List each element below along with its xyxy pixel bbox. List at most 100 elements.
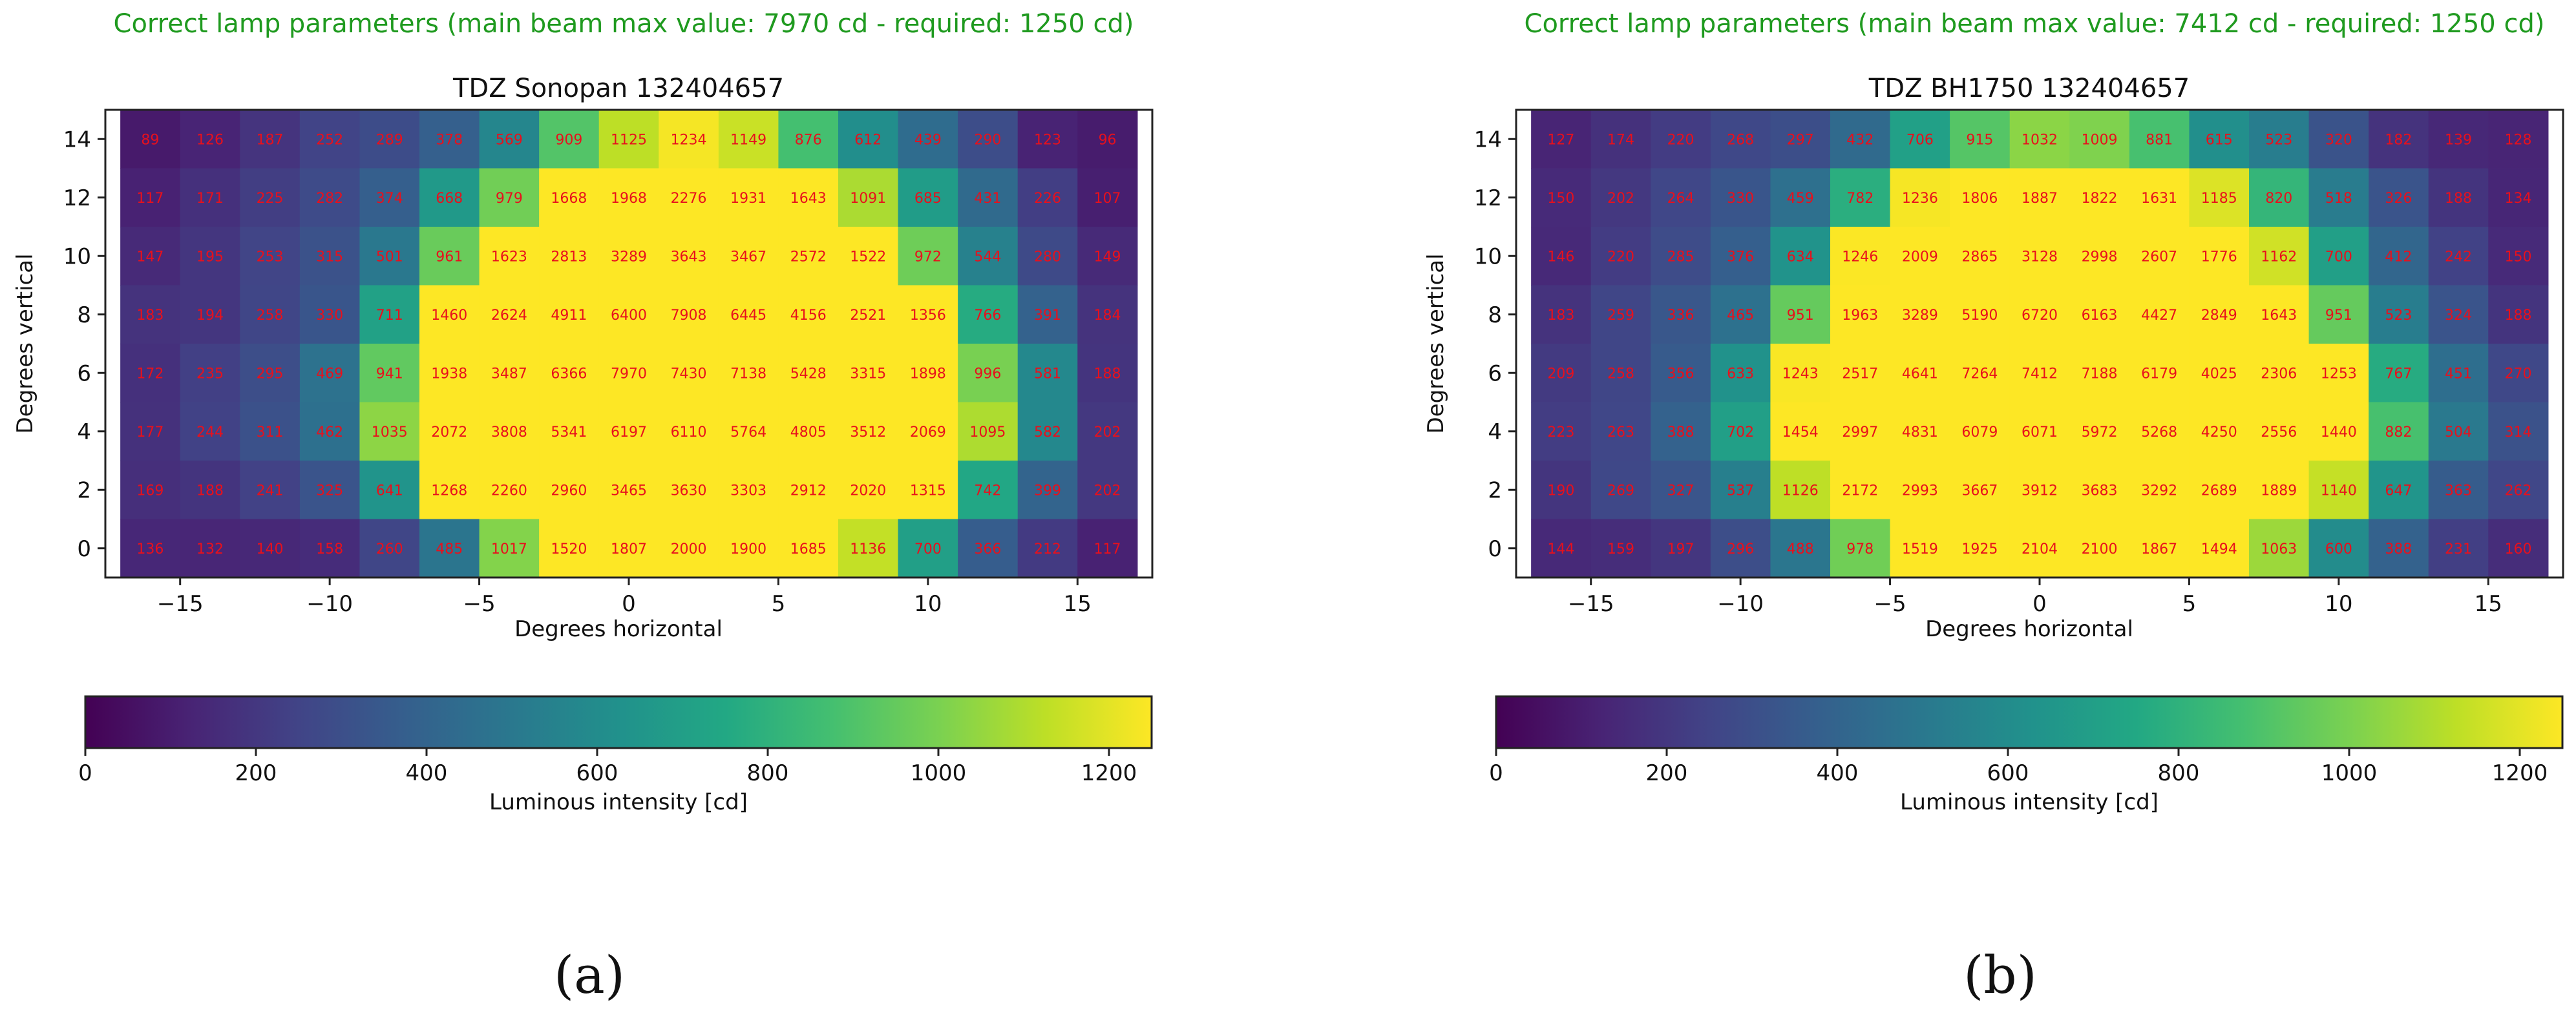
x-axis-ticks: −15 −10 −5 0 5 10 15 xyxy=(1568,578,2502,617)
cell-value: 270 xyxy=(2505,366,2532,382)
heatmap-cell xyxy=(598,344,659,403)
cell-value: 439 xyxy=(914,132,942,148)
cell-value: 876 xyxy=(795,132,822,148)
heatmap-cell xyxy=(778,461,839,520)
cell-value: 504 xyxy=(2445,424,2472,441)
cell-value: 158 xyxy=(316,541,343,557)
heatmap-cell xyxy=(838,344,899,403)
y-axis-label: Degrees vertical xyxy=(1423,253,1449,433)
colorbar-tick-label: 800 xyxy=(747,760,789,786)
heatmap-cell xyxy=(2369,519,2429,578)
heatmap-cell xyxy=(120,519,181,578)
heatmap-cell xyxy=(1710,110,1771,169)
cell-value: 431 xyxy=(974,191,1001,207)
cell-value: 212 xyxy=(1034,541,1061,557)
cell-value: 951 xyxy=(2325,307,2352,324)
cell-value: 4156 xyxy=(790,307,827,324)
cell-value: 1807 xyxy=(611,541,647,557)
heatmap-cell xyxy=(240,402,301,461)
heatmap-cell xyxy=(1017,461,1078,520)
cell-value: 909 xyxy=(555,132,582,148)
cell-value: 569 xyxy=(496,132,523,148)
x-tick-label: −5 xyxy=(463,591,496,617)
heatmap-cell xyxy=(2249,344,2310,403)
heatmap-cell xyxy=(2009,519,2070,578)
heatmap-cell xyxy=(1651,285,1711,344)
heatmap-cell xyxy=(2189,227,2250,286)
cell-value: 391 xyxy=(1034,307,1061,324)
cell-value: 2020 xyxy=(850,483,886,499)
heatmap-cell xyxy=(419,285,480,344)
colorbar-ticks: 0 200 400 600 800 1000 1200 xyxy=(78,748,1137,786)
heatmap-cell xyxy=(1950,285,2011,344)
x-axis-label: Degrees horizontal xyxy=(514,616,723,642)
cell-value: 327 xyxy=(1667,483,1694,499)
cell-value: 7188 xyxy=(2082,366,2118,382)
cell-value: 2000 xyxy=(671,541,707,557)
heatmap-cell xyxy=(1890,461,1950,520)
cell-value: 2072 xyxy=(431,424,467,441)
cell-value: 1522 xyxy=(850,249,886,265)
colorbar-label: Luminous intensity [cd] xyxy=(489,789,748,815)
heatmap-cell xyxy=(240,519,301,578)
colorbar-tick-label: 0 xyxy=(1489,760,1503,786)
cell-value: 297 xyxy=(1787,132,1814,148)
cell-value: 1091 xyxy=(850,191,886,207)
y-tick-label: 2 xyxy=(77,477,91,503)
cell-value: 2306 xyxy=(2261,366,2297,382)
heatmap-cell xyxy=(359,227,420,286)
heatmap-cell xyxy=(659,168,719,227)
panel-b: Correct lamp parameters (main beam max v… xyxy=(1423,9,2564,1005)
cell-value: 330 xyxy=(316,307,343,324)
heatmap-cell xyxy=(2308,461,2369,520)
cell-value: 134 xyxy=(2505,191,2532,207)
heatmap-cell xyxy=(359,168,420,227)
heatmap-cell xyxy=(778,344,839,403)
cell-value: 685 xyxy=(914,191,942,207)
heatmap-cell xyxy=(1017,285,1078,344)
cell-value: 4427 xyxy=(2141,307,2177,324)
heatmap-cell xyxy=(1531,227,1592,286)
subcaption-b: (b) xyxy=(1963,945,2037,1005)
heatmap-cell xyxy=(479,168,540,227)
heatmap-cell xyxy=(718,227,779,286)
cell-value: 459 xyxy=(1787,191,1814,207)
cell-value: 2260 xyxy=(491,483,527,499)
cell-value: 285 xyxy=(1667,249,1694,265)
heatmap-cell xyxy=(718,285,779,344)
x-tick-label: 10 xyxy=(914,591,942,617)
cell-value: 140 xyxy=(257,541,284,557)
cell-value: 223 xyxy=(1547,424,1574,441)
cell-value: 1185 xyxy=(2201,191,2237,207)
heatmap-cell xyxy=(2488,344,2549,403)
cell-value: 700 xyxy=(914,541,942,557)
heatmap-cell xyxy=(419,402,480,461)
cell-value: 537 xyxy=(1727,483,1754,499)
heatmap-cell xyxy=(2129,344,2190,403)
heatmap-cell xyxy=(2129,402,2190,461)
cell-value: 252 xyxy=(316,132,343,148)
heatmap-cell xyxy=(1651,344,1711,403)
heatmap-cell xyxy=(539,285,600,344)
heatmap-cell xyxy=(958,461,1019,520)
cell-value: 7430 xyxy=(671,366,707,382)
colorbar xyxy=(1495,695,2564,749)
heatmap-cell xyxy=(299,110,361,169)
heatmap-cell xyxy=(299,227,361,286)
cell-value: 979 xyxy=(496,191,523,207)
cell-value: 188 xyxy=(1094,366,1121,382)
heatmap-cell xyxy=(659,227,719,286)
cell-value: 202 xyxy=(1094,483,1121,499)
heatmap-cell xyxy=(120,168,181,227)
heatmap-cell xyxy=(1950,227,2011,286)
cell-value: 96 xyxy=(1099,132,1117,148)
cell-value: 5764 xyxy=(730,424,766,441)
cell-value: 282 xyxy=(316,191,343,207)
heatmap-cell xyxy=(598,168,659,227)
cell-value: 2556 xyxy=(2261,424,2297,441)
cell-value: 5190 xyxy=(1961,307,1998,324)
heatmap-cell xyxy=(2189,519,2250,578)
cell-value: 202 xyxy=(1094,424,1121,441)
heatmap-cell xyxy=(1830,344,1891,403)
cell-value: 767 xyxy=(2385,366,2412,382)
